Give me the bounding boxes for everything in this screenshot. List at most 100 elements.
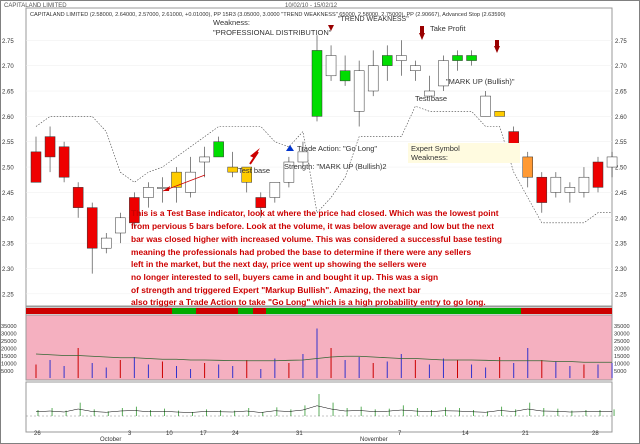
candle-body	[452, 55, 463, 61]
x-tick: 17	[200, 431, 207, 437]
volume-tick-left: 15000	[1, 354, 17, 360]
volume-panel	[25, 314, 613, 381]
candle-body	[550, 176, 562, 193]
x-tick: 10	[166, 431, 173, 437]
expert-symbol-label: Expert Symbol	[411, 144, 460, 153]
explanation-line: from pervious 5 bars before. Look at the…	[131, 221, 494, 231]
exit-arrow-icon	[494, 46, 500, 53]
ribbon-segment	[238, 308, 253, 314]
volume-tick-right: 5000	[614, 369, 626, 375]
ribbon-segment	[253, 308, 266, 314]
candle-body	[339, 70, 351, 82]
ohlc-line: CAPITALAND LIMITED (2.58000, 2.64000, 2.…	[30, 12, 506, 18]
candle-body	[58, 146, 70, 178]
candle-body	[143, 187, 154, 198]
y-tick-right: 2.35	[615, 242, 627, 248]
y-tick-left: 2.70	[2, 64, 14, 70]
ribbon-segment	[521, 308, 612, 314]
candle-body	[592, 161, 604, 188]
volume-tick-left: 25000	[1, 339, 17, 345]
y-tick-right: 2.45	[615, 191, 627, 197]
candle-body	[44, 136, 56, 158]
candles	[30, 35, 618, 274]
trend-weakness-label: "TREND WEAKNESS"	[338, 16, 409, 23]
x-tick: 26	[34, 431, 41, 437]
y-tick-left: 2.75	[2, 39, 14, 45]
candle-body	[424, 90, 435, 97]
candle-body	[283, 161, 295, 183]
x-tick: 31	[296, 431, 303, 437]
weakness-text: "PROFESSIONAL DISTRIBUTION"	[213, 28, 332, 37]
expert-weakness-label: Weakness:	[411, 153, 448, 162]
candle-body	[480, 95, 491, 117]
volume-tick-right: 20000	[614, 347, 630, 353]
y-tick-left: 2.30	[2, 267, 14, 273]
expert-box	[408, 143, 520, 163]
candle-body	[157, 187, 168, 189]
candle-body	[171, 171, 182, 188]
candle-body	[578, 176, 590, 193]
x-tick: 21	[522, 431, 529, 437]
volume-tick-right: 30000	[614, 332, 630, 338]
explanation-line: no longer interested to sell, buyers cam…	[131, 272, 438, 282]
volume-bars	[35, 328, 613, 378]
candle-body	[297, 151, 309, 163]
test-base-arrow-icon	[250, 148, 260, 158]
volume-tick-right: 25000	[614, 339, 630, 345]
y-tick-left: 2.60	[2, 115, 14, 121]
volume-tick-right: 15000	[614, 354, 630, 360]
strength-label: Strength: "MARK UP (Bullish)2	[284, 162, 387, 171]
y-tick-right: 2.50	[615, 166, 627, 172]
volume-tick-left: 20000	[1, 347, 17, 353]
y-tick-right: 2.55	[615, 140, 627, 146]
trade-action-marker-icon	[286, 145, 294, 151]
advanced-stop-line	[35, 105, 613, 224]
pointer-line	[162, 174, 206, 192]
y-tick-left: 2.40	[2, 216, 14, 222]
x-tick: 3	[128, 431, 132, 437]
candle-body	[466, 55, 477, 61]
y-axis: 2.75 2.75 2.70 2.70 2.65 2.65 2.60 2.60 2.55 2.55…	[2, 39, 627, 299]
y-tick-left: 2.45	[2, 191, 14, 197]
explanation-line: bar was closed higher with increased vol…	[131, 234, 502, 244]
volume-tick-left: 10000	[1, 362, 17, 368]
candle-body	[129, 197, 140, 224]
candle-body	[564, 187, 576, 193]
candle-body	[30, 151, 42, 183]
candle-body	[353, 70, 365, 112]
candle-body	[241, 166, 252, 183]
x-tick: 14	[462, 431, 469, 437]
y-tick-right: 2.70	[615, 64, 627, 70]
y-tick-right: 2.60	[615, 115, 627, 121]
explanation-line: of strength and triggered Expert "Markup…	[131, 285, 421, 295]
candle-body	[522, 156, 533, 178]
take-profit-arrow-icon	[419, 33, 425, 40]
volume-tick-left: 35000	[1, 324, 17, 330]
candle-body	[213, 141, 224, 158]
weakness-arrow-icon	[328, 25, 334, 31]
y-tick-right: 2.30	[615, 267, 627, 273]
x-axis: 26 October 3 10 17 24 31 November 7 14 21 28	[34, 431, 599, 443]
ribbon-segment	[283, 308, 521, 314]
x-tick: October	[100, 437, 121, 443]
y-tick-left: 2.50	[2, 166, 14, 172]
explanation-line: meaning the professionals had probed the…	[131, 247, 472, 257]
candle-body	[606, 156, 618, 168]
candle-body	[86, 207, 98, 249]
candle-body	[255, 197, 267, 208]
candle-body	[311, 50, 323, 117]
candle-body	[227, 166, 238, 173]
test-base-arrow-shaft	[249, 151, 259, 165]
ribbon-segment	[196, 308, 238, 314]
oscillator-line	[35, 405, 613, 413]
stop-line	[35, 105, 613, 224]
explanation-line: This is a Test Base indicator, look at w…	[131, 208, 499, 218]
explanation-line: left in the market, but the next day, pr…	[131, 259, 427, 269]
candle-body	[269, 182, 281, 198]
take-profit-arrow-shaft	[420, 26, 424, 33]
ribbon-segment	[26, 308, 172, 314]
candle-body	[396, 55, 407, 61]
weakness-title: Weakness:	[213, 18, 250, 27]
oscillator-bars	[26, 394, 615, 417]
